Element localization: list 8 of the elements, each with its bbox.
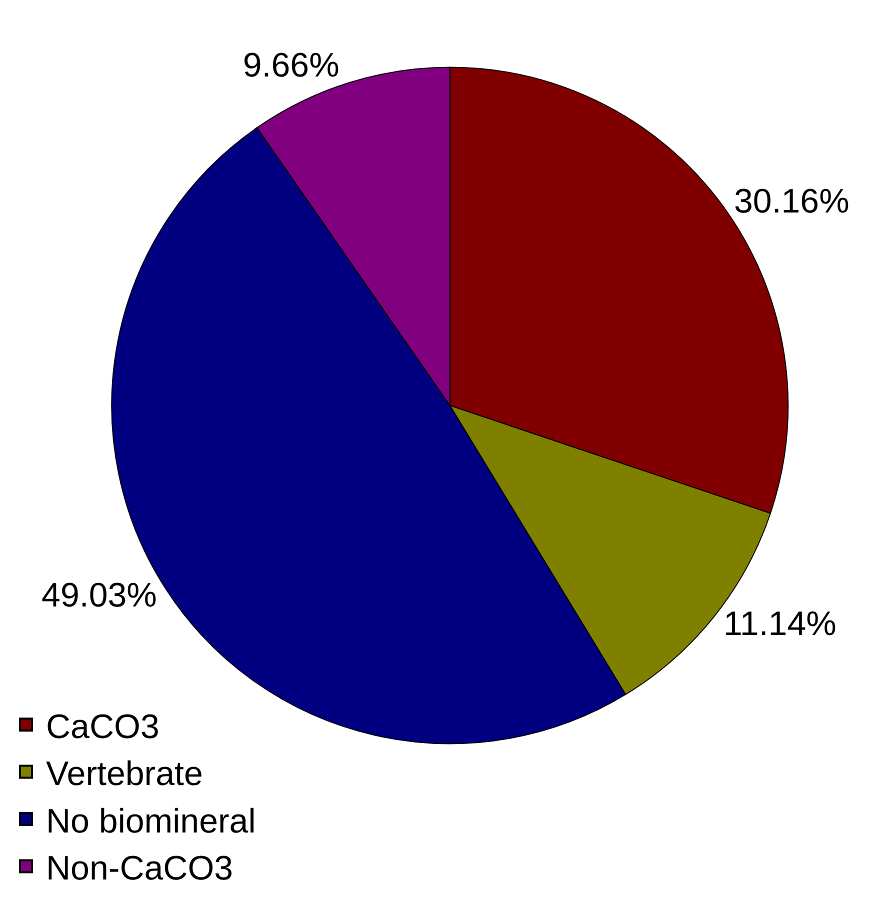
legend-label: No biomineral bbox=[46, 802, 256, 840]
data-label: 9.66% bbox=[242, 46, 340, 84]
data-label: 11.14% bbox=[724, 605, 836, 644]
legend-label: CaCO3 bbox=[46, 708, 160, 746]
legend-label: Vertebrate bbox=[46, 755, 203, 794]
data-label: 30.16% bbox=[734, 182, 850, 221]
data-label: 49.03% bbox=[42, 576, 157, 615]
legend-label: Non-CaCO3 bbox=[46, 849, 234, 888]
